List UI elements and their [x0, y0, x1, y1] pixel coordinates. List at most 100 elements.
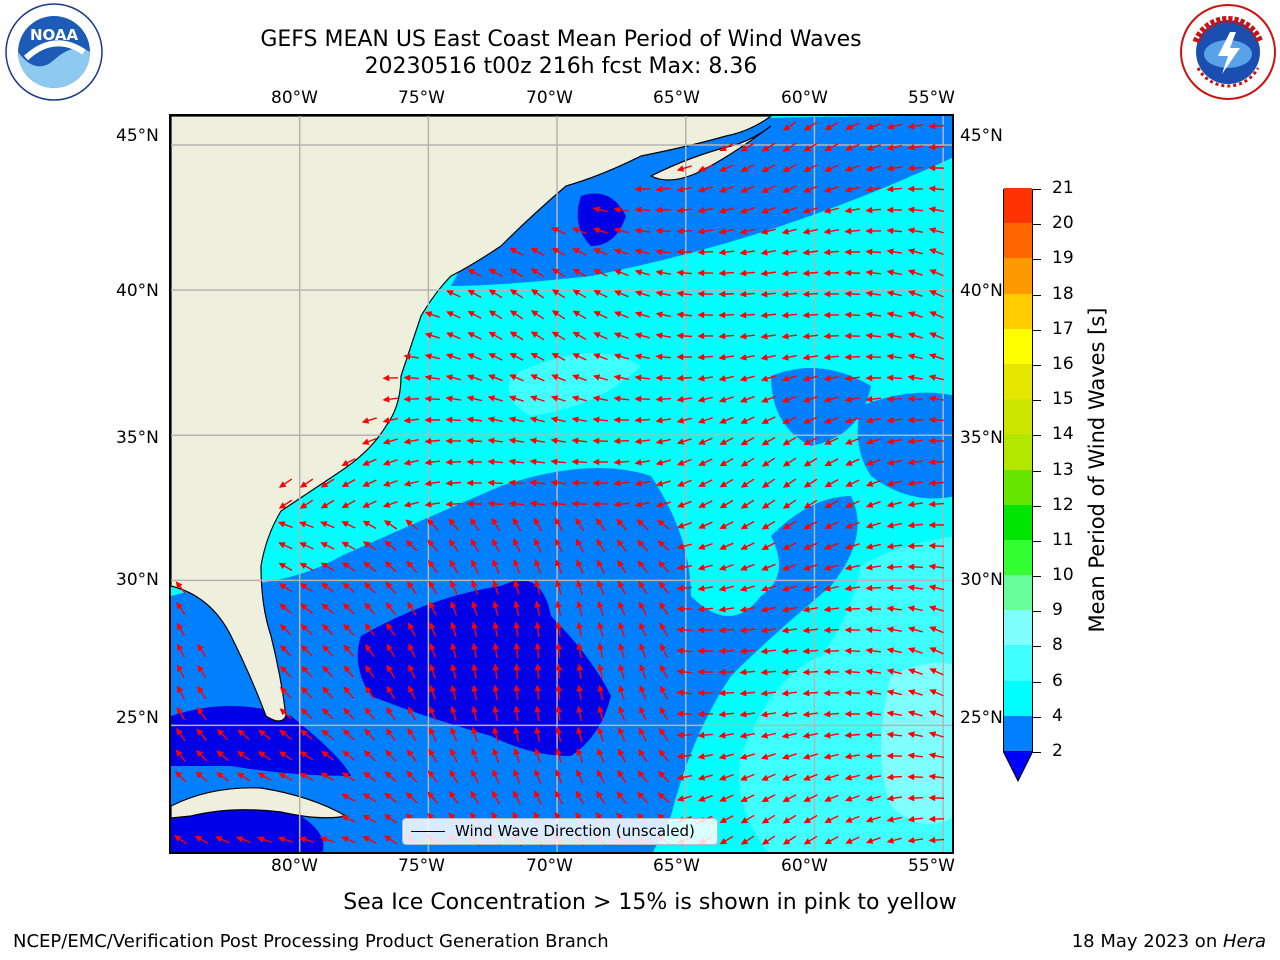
colorbar-tick [1033, 364, 1041, 366]
wind-wave-arrowhead [803, 186, 811, 193]
wind-wave-arrowhead [886, 668, 895, 675]
wind-wave-arrowhead [907, 311, 916, 318]
wind-wave-arrowhead [824, 123, 833, 131]
wind-wave-arrowhead [865, 710, 873, 718]
wind-wave-arrowhead [928, 773, 936, 781]
wind-wave-arrowhead [572, 227, 580, 234]
wind-wave-arrowhead [865, 626, 873, 634]
wind-wave-arrowhead [576, 579, 583, 588]
wind-wave-arrowhead [865, 816, 874, 823]
colorbar-tick-label: 11 [1052, 529, 1074, 550]
wind-wave-arrowhead [618, 663, 625, 672]
wind-wave-arrowhead [450, 726, 457, 735]
wind-wave-arrowhead [471, 642, 478, 650]
wind-wave-arrowhead [781, 311, 789, 319]
wind-wave-arrowhead [803, 165, 811, 172]
wind-wave-arrowhead [467, 353, 475, 360]
wind-wave-arrowhead [363, 582, 371, 590]
wind-wave-arrowhead [803, 838, 812, 845]
wind-wave-arrowhead [637, 560, 645, 568]
wind-wave-arrowhead [424, 458, 432, 466]
wind-wave-arrowhead [907, 521, 915, 529]
wind-wave-arrowhead [886, 795, 894, 802]
wind-wave-arrowhead [886, 584, 894, 592]
wind-wave-arrowhead [802, 668, 810, 676]
wind-wave-arrowhead [657, 519, 665, 527]
wind-wave-arrowhead [403, 416, 411, 424]
wind-wave-arrowhead [928, 227, 937, 234]
wind-wave-arrowhead [907, 227, 915, 234]
wind-wave-arrowhead [865, 647, 873, 655]
wind-wave-arrowhead [445, 395, 453, 402]
wind-wave-arrowhead [760, 689, 768, 697]
wind-wave-arrowhead [928, 248, 937, 255]
wind-wave-arrowhead [508, 437, 516, 444]
wind-wave-arrowhead [487, 500, 495, 508]
wind-wave-arrowhead [658, 749, 666, 757]
wind-wave-arrowhead [341, 459, 349, 467]
wind-wave-arrowhead [637, 539, 645, 547]
wind-wave-arrowhead [803, 795, 811, 802]
wind-wave-arrowhead [383, 814, 392, 821]
wind-wave-arrowhead [907, 353, 916, 360]
wind-wave-arrowhead [363, 561, 371, 569]
wind-wave-arrowhead [572, 268, 581, 275]
wind-wave-arrowhead [676, 417, 685, 424]
wind-wave-arrowhead [572, 310, 581, 317]
wind-wave-arrowhead [865, 417, 873, 424]
wind-wave-arrowhead [761, 145, 770, 152]
wind-wave-arrowhead [676, 248, 684, 256]
wind-wave-arrowhead [697, 626, 705, 634]
wind-wave-arrowhead [802, 207, 811, 214]
wind-wave-arrowhead [761, 417, 769, 424]
wind-wave-arrowhead [718, 585, 727, 592]
wind-wave-arrowhead [929, 269, 937, 276]
wind-wave-arrowhead [907, 605, 915, 612]
wind-wave-arrowhead [928, 815, 936, 823]
wind-wave-arrowhead [596, 559, 604, 567]
wind-wave-arrowhead [760, 290, 768, 298]
colorbar-tick-label: 12 [1052, 494, 1074, 515]
wind-wave-arrowhead [907, 143, 915, 151]
wind-wave-arrowhead [424, 374, 432, 381]
lon-label-bottom: 80°W [271, 856, 318, 876]
wind-wave-arrowhead [405, 813, 413, 821]
wind-wave-arrowhead [740, 481, 749, 488]
wind-wave-arrowhead [718, 774, 727, 781]
wind-wave-arrowhead [513, 684, 521, 692]
wind-wave-arrowhead [365, 664, 372, 673]
wind-wave-arrowhead [362, 836, 370, 843]
wind-wave-arrowhead [740, 460, 749, 467]
wind-wave-arrowhead [823, 668, 831, 676]
wind-wave-arrowhead [448, 538, 456, 547]
wind-wave-arrowhead [298, 836, 307, 843]
wind-wave-arrowhead [865, 480, 874, 487]
colorbar-tick-label: 14 [1052, 424, 1074, 445]
wind-wave-arrowhead [177, 664, 184, 672]
wind-wave-arrowhead [382, 395, 390, 403]
wind-wave-arrowhead [534, 705, 542, 713]
wind-wave-arrowhead [823, 186, 832, 193]
wind-wave-arrowhead [576, 663, 584, 671]
wind-wave-arrowhead [278, 542, 286, 549]
wind-wave-arrowhead [466, 416, 474, 423]
wind-wave-arrowhead [385, 728, 393, 736]
wind-wave-arrowhead [530, 289, 539, 296]
wind-wave-arrowhead [740, 145, 749, 152]
wind-wave-arrowhead [907, 710, 916, 717]
wind-wave-arrowhead [739, 269, 747, 277]
wind-wave-arrowhead [429, 706, 436, 714]
colorbar-segment [1004, 328, 1032, 364]
wind-wave-arrowhead [551, 268, 560, 275]
wind-wave-arrowhead [676, 795, 685, 802]
wind-wave-arrowhead [676, 564, 684, 571]
wind-wave-arrowhead [406, 770, 414, 778]
colorbar-segment [1004, 644, 1032, 681]
wind-wave-arrowhead [823, 585, 831, 592]
wind-wave-arrowhead [613, 500, 621, 508]
wind-wave-arrowhead [176, 727, 183, 736]
wind-wave-arrowhead [448, 791, 456, 799]
wind-wave-arrowhead [450, 663, 457, 672]
wind-wave-arrowhead [341, 480, 350, 488]
wind-wave-arrowhead [659, 706, 666, 715]
